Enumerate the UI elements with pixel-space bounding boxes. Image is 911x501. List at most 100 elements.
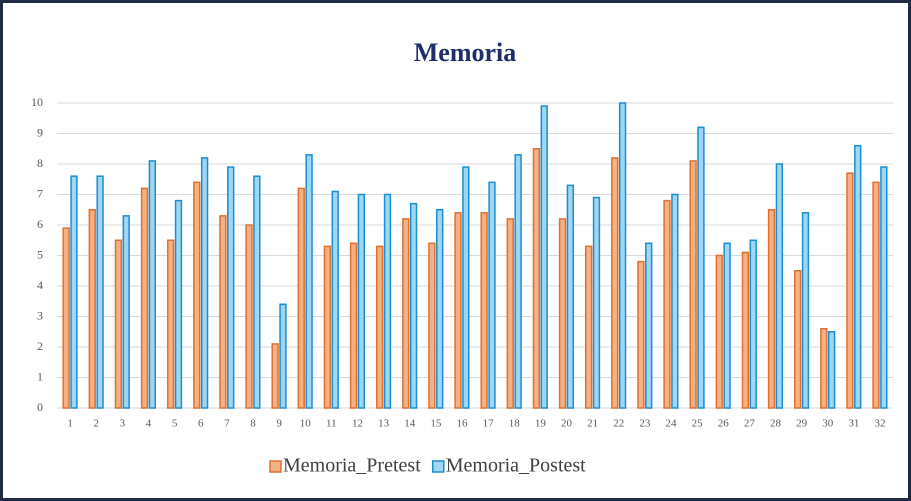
- y-tick-label: 10: [31, 95, 43, 109]
- x-tick-label: 14: [404, 418, 416, 430]
- bar: [200, 157, 209, 409]
- bar: [428, 242, 436, 409]
- bar: [462, 166, 470, 409]
- bar: [663, 199, 671, 409]
- bar: [558, 218, 567, 409]
- bar: [122, 215, 130, 409]
- bar: [827, 331, 836, 409]
- x-tick-label: 8: [250, 418, 256, 430]
- bar: [775, 163, 784, 409]
- bar: [820, 327, 828, 409]
- bar: [514, 154, 522, 409]
- bar: [697, 126, 705, 409]
- y-tick-label: 7: [37, 186, 43, 200]
- bar: [767, 209, 776, 409]
- bar: [618, 102, 627, 409]
- bar: [166, 239, 175, 409]
- bar: [297, 187, 305, 409]
- bar: [62, 227, 70, 409]
- bar: [174, 199, 183, 409]
- x-tick-label: 18: [509, 418, 521, 430]
- x-tick-label: 5: [172, 418, 178, 430]
- x-tick-label: 16: [456, 418, 468, 430]
- bar: [584, 245, 593, 409]
- y-tick-label: 1: [37, 369, 43, 383]
- y-tick-label: 6: [37, 217, 43, 231]
- bar: [854, 144, 862, 409]
- bar: [279, 303, 287, 409]
- x-tick-label: 6: [198, 418, 204, 430]
- bar: [436, 209, 444, 409]
- bar: [532, 148, 541, 409]
- bar: [253, 175, 261, 409]
- y-tick-label: 5: [37, 247, 43, 261]
- x-tick-label: 23: [639, 418, 651, 430]
- bar: [114, 239, 123, 409]
- x-tick-label: 12: [352, 418, 363, 430]
- x-tick-label: 9: [276, 418, 282, 430]
- bar: [801, 212, 810, 409]
- bar: [723, 242, 731, 409]
- bar: [872, 181, 880, 409]
- bar: [715, 254, 723, 409]
- bar: [140, 187, 149, 409]
- bar: [148, 160, 157, 409]
- bar: [219, 215, 227, 409]
- bar: [645, 242, 653, 409]
- bar: [741, 251, 750, 409]
- bar: [70, 175, 78, 409]
- bar: [409, 202, 418, 409]
- y-tick-label: 0: [37, 400, 43, 414]
- bar: [227, 166, 235, 409]
- y-tick-label: 4: [37, 278, 43, 292]
- bar: [689, 160, 697, 409]
- x-tick-label: 30: [822, 418, 834, 430]
- x-tick-label: 10: [300, 418, 312, 430]
- x-tick-label: 13: [378, 418, 390, 430]
- x-tick-label: 27: [744, 418, 756, 430]
- bar: [349, 242, 358, 409]
- x-tick-label: 19: [535, 418, 547, 430]
- x-tick-label: 32: [874, 418, 885, 430]
- x-tick-label: 26: [718, 418, 730, 430]
- x-tick-label: 4: [146, 418, 152, 430]
- bar: [592, 196, 601, 409]
- bar: [671, 193, 679, 409]
- bar: [96, 175, 104, 409]
- bar: [245, 224, 253, 409]
- bar: [193, 181, 201, 409]
- bar: [846, 172, 854, 409]
- x-tick-label: 29: [796, 418, 808, 430]
- x-tick-label: 24: [665, 418, 677, 430]
- legend-swatch: [432, 460, 445, 473]
- bar: [749, 239, 757, 409]
- bar: [331, 190, 339, 409]
- x-tick-label: 17: [483, 418, 495, 430]
- chart-title: Memoria: [414, 38, 517, 67]
- bar: [488, 181, 496, 409]
- x-tick-label: 21: [587, 418, 598, 430]
- x-tick-label: 20: [561, 418, 573, 430]
- bar: [540, 105, 548, 409]
- legend-label: Memoria_Postest: [446, 455, 586, 477]
- bar: [402, 218, 410, 409]
- bar: [506, 218, 514, 409]
- y-tick-label: 3: [37, 308, 43, 322]
- x-tick-label: 1: [67, 418, 73, 430]
- bar: [88, 209, 96, 409]
- x-tick-label: 2: [93, 418, 99, 430]
- bar: [480, 212, 488, 409]
- x-tick-label: 25: [692, 418, 704, 430]
- bar: [323, 245, 332, 409]
- bar: [383, 193, 392, 409]
- x-tick-label: 28: [770, 418, 782, 430]
- bar: [375, 245, 384, 409]
- bar: [271, 343, 279, 409]
- x-tick-label: 3: [120, 418, 126, 430]
- bar: [880, 166, 888, 409]
- y-tick-label: 9: [37, 125, 43, 139]
- x-tick-label: 15: [430, 418, 442, 430]
- legend-swatch: [269, 460, 282, 473]
- x-tick-label: 11: [326, 418, 337, 430]
